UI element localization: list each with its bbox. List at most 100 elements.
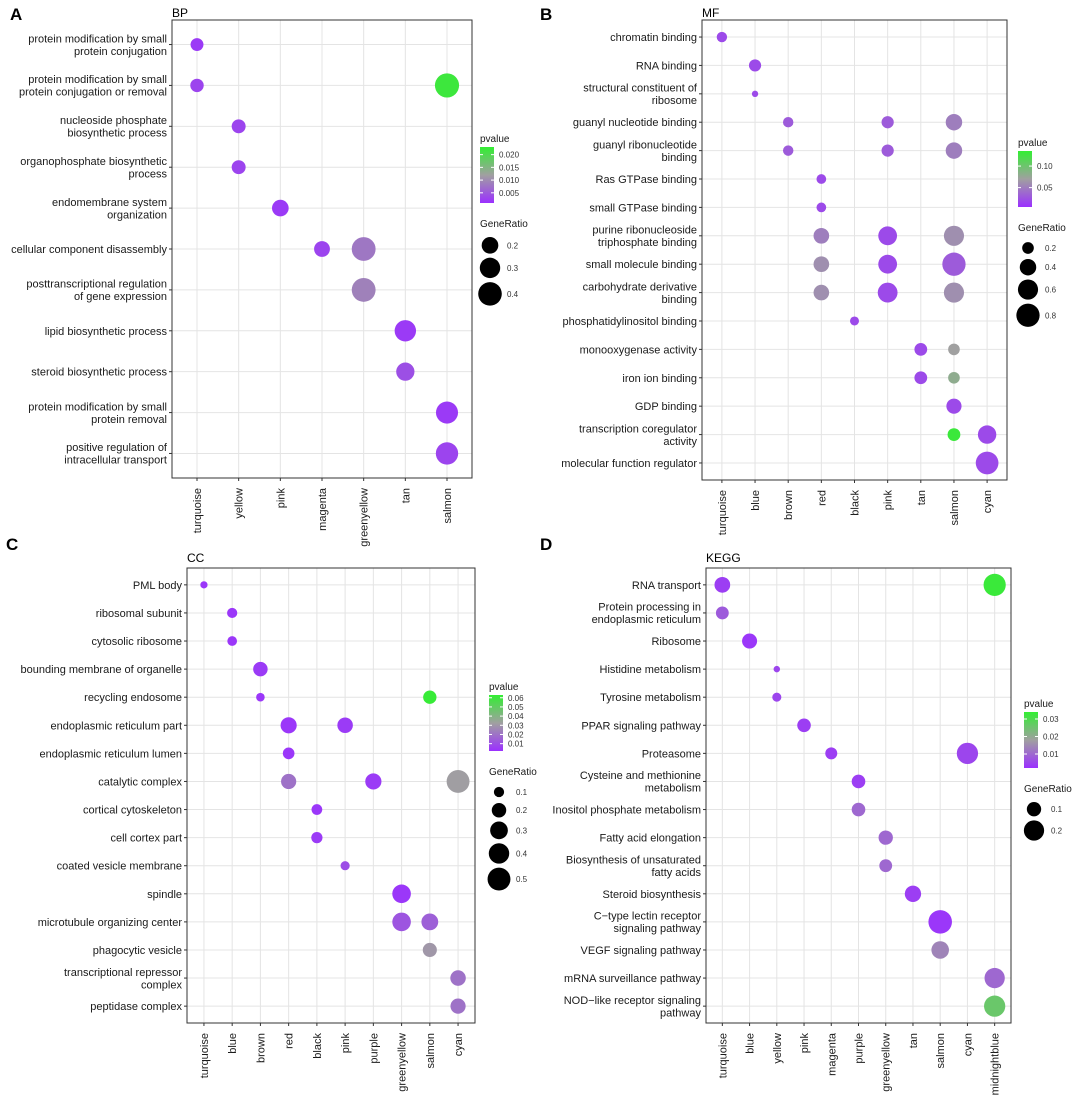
color-legend-label: 0.05 [508, 703, 524, 712]
y-tick-label: organophosphate biosynthetic process [20, 156, 167, 181]
color-legend-title: pvalue [1018, 138, 1048, 149]
data-point [272, 199, 289, 217]
chart-title: CC [187, 551, 205, 565]
y-tick-label: ribosomal subunit [96, 608, 182, 620]
y-tick-label: catalytic complex [98, 777, 182, 789]
data-point [314, 241, 330, 257]
y-tick-label: endoplasmic reticulum part [51, 720, 182, 732]
x-tick-label: salmon [949, 490, 961, 525]
data-point [748, 59, 762, 72]
x-tick-label: blue [745, 1033, 757, 1054]
chart-title: BP [172, 6, 188, 20]
size-legend-label: 0.8 [1045, 311, 1057, 320]
data-point [928, 910, 952, 934]
y-tick-label: Fatty acid elongation [599, 833, 701, 845]
panel-b: B MF chromatin binding RNA binding structura… [540, 5, 1066, 535]
y-tick-label: Tyrosine metabolism [600, 692, 701, 704]
y-tick-label: posttranscriptional regulation of gene ex… [26, 279, 167, 304]
data-point [772, 692, 782, 702]
x-tick-label: salmon [935, 1033, 947, 1068]
y-tick-label: cytosolic ribosome [92, 636, 182, 648]
y-tick-label: monooxygenase activity [580, 344, 698, 356]
y-tick-label: RNA binding [636, 60, 697, 72]
y-tick-label: phosphatidylinositol binding [562, 316, 697, 328]
data-point [190, 38, 204, 51]
y-tick-label: PPAR signaling pathway [581, 720, 701, 732]
color-legend-bar [489, 695, 503, 751]
y-tick-label: positive regulation of intracellular tran… [64, 442, 168, 467]
panel-a: A BP protein modification by small protein … [10, 5, 528, 547]
panel-label: C [6, 535, 18, 554]
size-legend-label: 0.2 [1051, 826, 1063, 835]
data-point [948, 343, 960, 356]
color-legend-label: 0.02 [508, 730, 524, 739]
data-point [392, 884, 411, 904]
x-tick-label: tan [916, 490, 928, 505]
color-legend-label: 0.02 [1043, 733, 1059, 742]
y-tick-label: iron ion binding [622, 373, 697, 385]
x-tick-label: yellow [772, 1033, 784, 1064]
color-legend-bar [1024, 712, 1038, 768]
data-point [742, 633, 758, 649]
data-point [311, 832, 323, 844]
y-tick-label: transcriptional repressor complex [64, 967, 182, 992]
y-tick-label: RNA transport [632, 580, 701, 592]
data-point [943, 225, 965, 246]
y-tick-label: C−type lectin receptor signaling pathway [594, 911, 702, 936]
y-tick-label: cellular component disassembly [11, 244, 167, 256]
x-tick-label: pink [340, 1033, 352, 1054]
size-legend-dot [1022, 242, 1034, 254]
size-legend-title: GeneRatio [489, 767, 537, 778]
data-point [914, 371, 928, 385]
size-legend-label: 0.2 [516, 806, 528, 815]
x-tick-label: salmon [425, 1033, 437, 1068]
x-tick-label: black [312, 1033, 324, 1059]
data-point [825, 747, 838, 760]
size-legend-dot [490, 821, 508, 840]
y-tick-label: Protein processing in endoplasmic reticul… [592, 602, 701, 627]
data-point [716, 31, 728, 43]
data-point [947, 428, 961, 441]
x-tick-label: magenta [317, 487, 329, 531]
color-legend-label: 0.015 [499, 163, 520, 172]
data-point [975, 451, 999, 475]
y-tick-label: phagocytic vesicle [93, 945, 182, 957]
size-legend-dot [487, 867, 511, 891]
y-tick-label: guanyl nucleotide binding [573, 117, 697, 129]
panel-label: D [540, 535, 552, 554]
data-point [878, 226, 898, 246]
size-legend-label: 0.5 [516, 875, 528, 884]
color-legend-label: 0.04 [508, 712, 524, 721]
y-tick-label: Inositol phosphate metabolism [552, 805, 701, 817]
data-point [946, 398, 962, 414]
x-tick-label: pink [883, 490, 895, 511]
y-tick-label: transcription coregulator activity [579, 423, 698, 448]
data-point [948, 371, 960, 384]
color-legend-label: 0.01 [508, 740, 524, 749]
size-legend-label: 0.3 [507, 264, 519, 273]
x-tick-label: cyan [962, 1033, 974, 1056]
y-tick-label: purine ribonucleoside triphosphate bindin… [592, 225, 697, 250]
data-point [881, 116, 894, 129]
data-point [813, 284, 830, 301]
data-point [253, 661, 268, 677]
data-point [422, 942, 437, 958]
data-point [945, 113, 963, 131]
size-legend-dot [491, 802, 507, 818]
color-legend-label: 0.10 [1037, 162, 1053, 171]
size-legend-label: 0.3 [516, 826, 528, 835]
x-tick-label: cyan [982, 490, 994, 513]
color-legend-label: 0.06 [508, 694, 524, 703]
x-tick-label: black [850, 490, 862, 516]
y-tick-label: protein modification by small protein con… [28, 33, 167, 58]
size-legend-label: 0.6 [1045, 286, 1057, 295]
size-legend-dot [1016, 303, 1040, 327]
x-tick-label: red [284, 1033, 296, 1049]
data-point [280, 717, 297, 734]
y-tick-label: guanyl ribonucleotide binding [593, 139, 697, 164]
data-point [231, 160, 246, 175]
data-point [849, 316, 860, 326]
y-tick-label: VEGF signaling pathway [581, 945, 702, 957]
data-point [231, 119, 246, 134]
